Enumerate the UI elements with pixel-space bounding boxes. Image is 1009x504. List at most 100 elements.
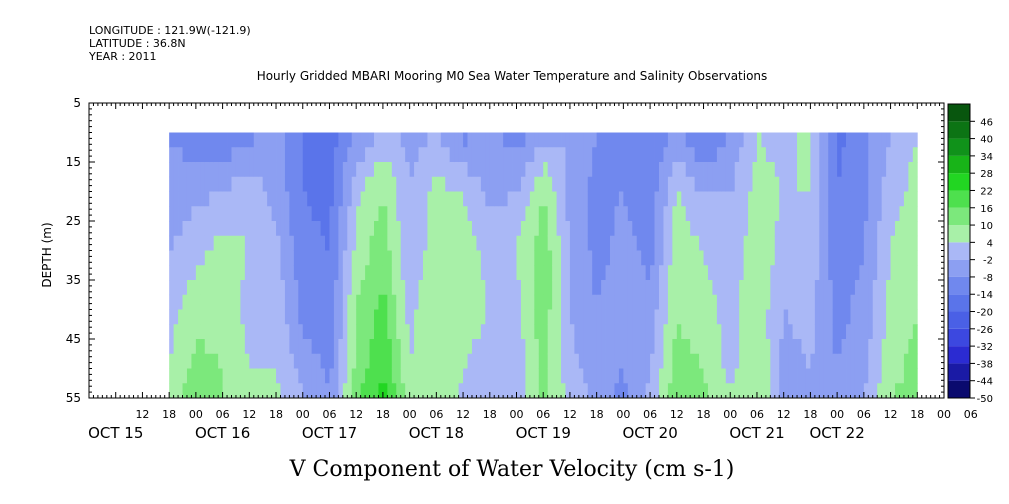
heatmap-cell <box>293 162 299 178</box>
heatmap-cell <box>316 191 321 207</box>
longitude-label: LONGITUDE : 121.9W(-121.9) <box>89 24 251 37</box>
heatmap-cell <box>489 368 495 384</box>
heatmap-cell <box>235 191 241 207</box>
heatmap-cell <box>614 250 620 266</box>
heatmap-cell <box>783 132 789 148</box>
heatmap-cell <box>569 383 575 399</box>
heatmap-cell <box>672 221 678 237</box>
heatmap-cell <box>618 132 624 148</box>
heatmap-cell <box>512 265 517 281</box>
heatmap-cell <box>707 221 713 237</box>
heatmap-cell <box>520 235 526 251</box>
heatmap-cell <box>356 324 362 340</box>
heatmap-cell <box>480 294 486 310</box>
heatmap-cell <box>489 339 495 355</box>
heatmap-cell <box>400 191 406 207</box>
heatmap-cell <box>186 221 192 237</box>
heatmap-cell <box>471 206 477 222</box>
heatmap-cell <box>342 162 348 178</box>
heatmap-cell <box>360 250 366 266</box>
heatmap-cell <box>872 324 878 340</box>
heatmap-cell <box>846 294 851 310</box>
heatmap-cell <box>569 147 575 163</box>
heatmap-cell <box>503 235 508 251</box>
heatmap-cell <box>302 176 308 192</box>
heatmap-cell <box>289 132 295 148</box>
heatmap-cell <box>721 162 727 178</box>
heatmap-cell <box>627 250 633 266</box>
heatmap-cell <box>222 235 228 251</box>
heatmap-cell <box>623 339 629 355</box>
heatmap-cell <box>730 368 736 384</box>
heatmap-cell <box>418 368 424 384</box>
heatmap-cell <box>222 324 228 340</box>
heatmap-cell <box>832 206 838 222</box>
heatmap-cell <box>676 383 682 399</box>
heatmap-cell <box>538 280 544 296</box>
heatmap-cell <box>903 250 909 266</box>
heatmap-cell <box>645 309 651 325</box>
heatmap-cell <box>676 162 682 178</box>
heatmap-cell <box>186 206 192 222</box>
heatmap-cell <box>877 339 883 355</box>
heatmap-cell <box>819 339 825 355</box>
heatmap-cell <box>690 339 696 355</box>
heatmap-cell <box>801 147 807 163</box>
heatmap-cell <box>707 339 713 355</box>
heatmap-cell <box>543 221 549 237</box>
heatmap-cell <box>672 339 678 355</box>
heatmap-cell <box>244 309 250 325</box>
heatmap-cell <box>169 339 175 355</box>
heatmap-cell <box>650 353 655 369</box>
heatmap-cell <box>765 250 771 266</box>
heatmap-cell <box>743 147 749 163</box>
heatmap-cell <box>872 206 878 222</box>
heatmap-cell <box>881 191 887 207</box>
heatmap-cell <box>765 353 771 369</box>
heatmap-cell <box>850 324 856 340</box>
heatmap-cell <box>195 324 201 340</box>
heatmap-cell <box>659 353 664 369</box>
heatmap-cell <box>908 339 914 355</box>
heatmap-cell <box>801 294 807 310</box>
heatmap-cell <box>445 132 451 148</box>
heatmap-cell <box>222 309 228 325</box>
heatmap-cell <box>663 368 669 384</box>
heatmap-cell <box>173 280 179 296</box>
heatmap-cell <box>529 250 535 266</box>
heatmap-cell <box>872 250 878 266</box>
heatmap-cell <box>734 353 740 369</box>
heatmap-cell <box>374 280 379 296</box>
heatmap-cell <box>289 294 295 310</box>
heatmap-cell <box>503 191 508 207</box>
heatmap-cell <box>561 162 566 178</box>
x-axis-ticks <box>88 103 945 398</box>
heatmap-cell <box>703 176 709 192</box>
heatmap-cell <box>627 206 633 222</box>
colorbar-swatch <box>948 242 970 260</box>
heatmap-cell <box>748 368 753 384</box>
heatmap-cell <box>663 206 669 222</box>
heatmap-cell <box>458 206 464 222</box>
heatmap-cell <box>422 368 428 384</box>
heatmap-cell <box>756 132 762 148</box>
heatmap-cell <box>302 206 308 222</box>
heatmap-cell <box>552 339 557 355</box>
heatmap-cell <box>351 309 357 325</box>
heatmap-cell <box>302 309 308 325</box>
heatmap-cell <box>449 221 455 237</box>
heatmap-cell <box>881 383 887 399</box>
heatmap-cell <box>756 250 762 266</box>
heatmap-cell <box>365 250 370 266</box>
heatmap-cell <box>650 221 655 237</box>
colorbar-swatch <box>948 207 970 226</box>
heatmap-cell <box>587 294 593 310</box>
heatmap-cell <box>302 368 308 384</box>
heatmap-cell <box>730 250 736 266</box>
heatmap-cell <box>431 235 437 251</box>
heatmap-cell <box>569 324 575 340</box>
heatmap-cell <box>899 324 905 340</box>
heatmap-cell <box>899 265 905 281</box>
heatmap-cell <box>623 132 629 148</box>
heatmap-cell <box>681 383 687 399</box>
